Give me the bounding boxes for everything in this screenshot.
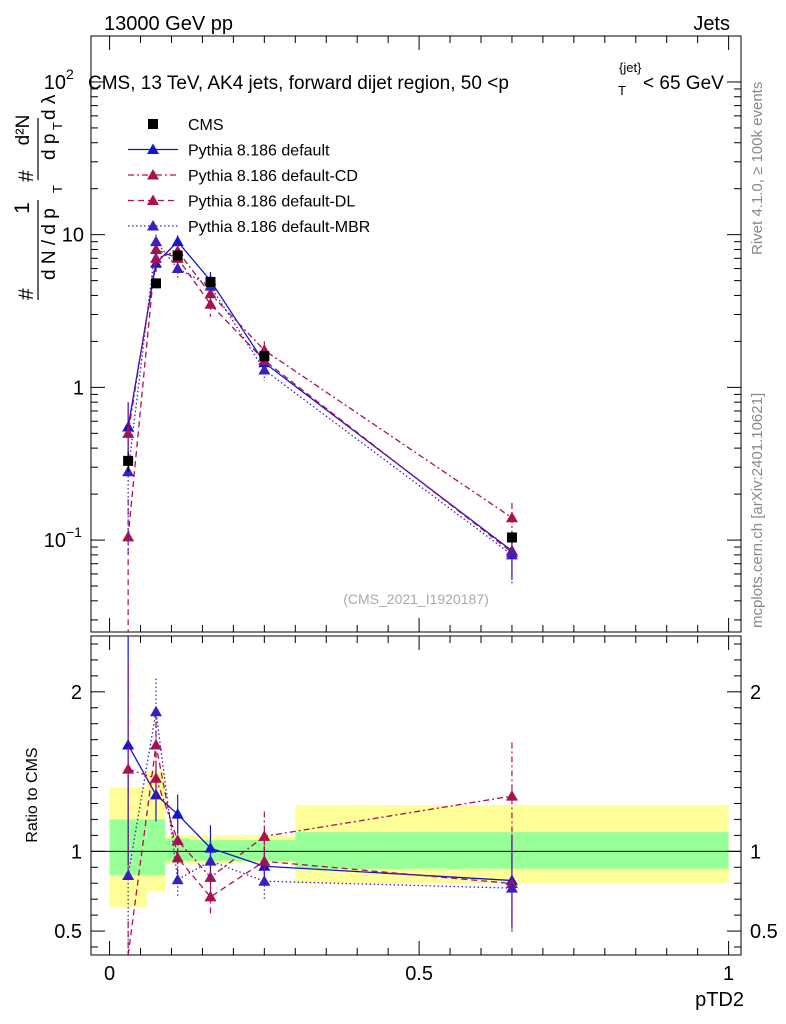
series-line-0 bbox=[127, 240, 513, 552]
ratio-y-label: Ratio to CMS bbox=[24, 747, 41, 842]
legend-label-cms: CMS bbox=[188, 117, 224, 134]
series-line-1 bbox=[127, 250, 513, 519]
ylabel-sub2: T bbox=[50, 122, 65, 130]
cms-point-1 bbox=[151, 278, 161, 289]
header-left: 13000 GeV pp bbox=[104, 13, 233, 35]
cms-point-5 bbox=[506, 532, 517, 543]
band-inner-1 bbox=[146, 819, 166, 876]
y-tick-label-3: 10 bbox=[44, 72, 66, 94]
ratio-tick-label-left-2: 2 bbox=[71, 682, 82, 704]
ratio-frame bbox=[90, 635, 742, 956]
ylabel-hash1: # bbox=[15, 288, 38, 300]
series-point-3-1 bbox=[150, 235, 162, 247]
ratio-tick-label-right-1: 1 bbox=[750, 841, 761, 863]
x-tick-label-2: 1 bbox=[723, 963, 734, 985]
cms-point-2 bbox=[172, 250, 183, 261]
analysis-label: (CMS_2021_I1920187) bbox=[343, 591, 489, 607]
ratio-point-3-1 bbox=[150, 705, 162, 717]
title-sub: T bbox=[618, 83, 626, 98]
series-point-0-2 bbox=[171, 235, 184, 247]
ratio-tick-label-right-0: 0.5 bbox=[750, 921, 778, 943]
ratio-point-1-4 bbox=[258, 830, 271, 841]
legend-label-1: Pythia 8.186 default-CD bbox=[188, 168, 358, 185]
title-main: CMS, 13 TeV, AK4 jets, forward dijet reg… bbox=[88, 73, 509, 94]
series-point-3-5 bbox=[505, 548, 518, 560]
ratio-point-3-0 bbox=[122, 869, 135, 880]
main-frame bbox=[90, 35, 742, 633]
series-point-3-2 bbox=[171, 262, 184, 274]
ratio-point-0-2 bbox=[171, 808, 184, 819]
y-axis-label: # 1 d N / d p T # d²N d p T d λ bbox=[11, 94, 65, 300]
ratio-point-3-4 bbox=[258, 875, 271, 886]
series-point-2-1 bbox=[150, 243, 162, 254]
ratio-point-2-1 bbox=[150, 738, 162, 750]
y-tick-label-0: 10 bbox=[44, 530, 66, 552]
ratio-point-2-2 bbox=[171, 851, 184, 863]
legend-label-3: Pythia 8.186 default-MBR bbox=[188, 219, 370, 236]
legend: CMS Pythia 8.186 default Pythia 8.186 defa… bbox=[128, 117, 370, 236]
ratio-line-1 bbox=[127, 768, 513, 879]
ratio-point-3-5 bbox=[505, 882, 518, 893]
header-right: Jets bbox=[693, 13, 730, 35]
ylabel-denominator: d N / d p bbox=[39, 208, 60, 280]
x-tick-label-1: 0.5 bbox=[405, 963, 433, 985]
legend-marker-3 bbox=[147, 220, 159, 231]
ylabel-one: 1 bbox=[11, 202, 34, 214]
side-label-rivet: Rivet 4.1.0, ≥ 100k events bbox=[749, 82, 766, 255]
ratio-point-2-4 bbox=[258, 855, 271, 866]
x-tick-label-0: 0 bbox=[104, 963, 115, 985]
ylabel-dlambda: d λ bbox=[39, 94, 60, 120]
series-point-1-5 bbox=[505, 511, 518, 523]
ratio-point-1-3 bbox=[204, 871, 217, 882]
ratio-plot: 0.5 0.5 1 1 2 2 0 0.5 1 bbox=[54, 635, 778, 985]
ylabel-dpt: d p bbox=[39, 134, 60, 160]
legend-marker-2 bbox=[147, 194, 159, 205]
ratio-tick-label-left-1: 1 bbox=[71, 841, 82, 863]
ratio-point-2-3 bbox=[204, 890, 217, 902]
ratio-point-3-2 bbox=[171, 873, 184, 885]
ratio-point-1-0 bbox=[122, 763, 135, 774]
ratio-tick-label-right-2: 2 bbox=[750, 682, 761, 704]
y-tick-label-exp-0: −1 bbox=[66, 524, 82, 540]
chart-title: CMS, 13 TeV, AK4 jets, forward dijet reg… bbox=[88, 73, 509, 94]
x-axis-label: pTD2 bbox=[695, 989, 744, 1011]
y-tick-label-2: 10 bbox=[62, 225, 84, 247]
cms-point-4 bbox=[259, 351, 270, 362]
ratio-point-1-5 bbox=[505, 790, 518, 801]
ratio-tick-label-left-0: 0.5 bbox=[54, 921, 82, 943]
legend-marker-1 bbox=[147, 169, 159, 180]
ratio-point-3-3 bbox=[204, 855, 217, 866]
legend-marker-0 bbox=[147, 143, 159, 154]
ratio-line-0 bbox=[127, 744, 512, 882]
ylabel-sub1: T bbox=[50, 185, 65, 193]
side-label-mcplots: mcplots.cern.ch [arXiv:2401.10621] bbox=[749, 393, 766, 628]
legend-marker-cms bbox=[148, 119, 158, 129]
ylabel-dsquaren: d²N bbox=[13, 115, 34, 146]
title-sup: {jet} bbox=[619, 60, 642, 75]
ratio-line-2 bbox=[127, 744, 513, 956]
title-end: < 65 GeV bbox=[643, 73, 724, 94]
series-line-2 bbox=[127, 248, 513, 553]
legend-label-0: Pythia 8.186 default bbox=[188, 143, 330, 160]
ratio-point-0-0 bbox=[122, 738, 135, 750]
legend-label-2: Pythia 8.186 default-DL bbox=[188, 194, 355, 211]
cms-point-3 bbox=[205, 276, 216, 287]
series-point-1-0 bbox=[122, 427, 135, 438]
ylabel-hash2: # bbox=[15, 170, 38, 182]
y-tick-label-1: 1 bbox=[73, 377, 84, 399]
y-tick-label-exp-3: 2 bbox=[66, 66, 74, 82]
series-point-2-3 bbox=[204, 298, 217, 309]
series-point-3-4 bbox=[258, 363, 271, 375]
cms-point-0 bbox=[123, 455, 134, 466]
